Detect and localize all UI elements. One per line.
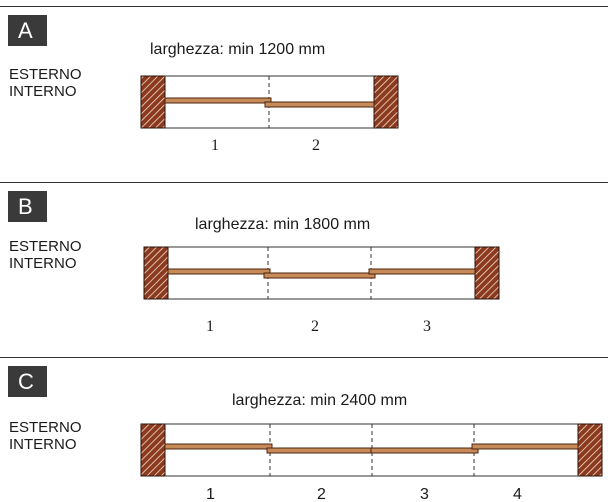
wall-left-b	[143, 246, 169, 300]
section-b-rule	[0, 182, 608, 183]
section-b-width-label: larghezza: min 1800 mm	[195, 216, 371, 233]
section-c-rule	[0, 357, 608, 358]
panel-number-a-1: 1	[211, 137, 219, 154]
wall-right-b	[474, 246, 500, 300]
panel-number-c-2: 2	[317, 486, 326, 502]
section-b-exterior-label: ESTERNO	[9, 238, 82, 255]
panel-number-a-2: 2	[312, 137, 320, 154]
wall-left-c	[140, 423, 166, 477]
section-a-badge: A	[8, 15, 47, 46]
section-a-width-label: larghezza: min 1200 mm	[150, 41, 326, 58]
sash-a-1	[164, 97, 272, 104]
sash-c-4	[471, 443, 579, 450]
section-c-width-label: larghezza: min 2400 mm	[232, 392, 408, 409]
section-a-rule	[0, 6, 608, 7]
section-b-interior-label: INTERNO	[9, 255, 77, 272]
section-c-exterior-label: ESTERNO	[9, 419, 82, 436]
panel-number-b-2: 2	[311, 318, 319, 335]
diagram-c: 1 2 3 4	[140, 423, 603, 502]
diagram-b: 1 2 3	[143, 246, 500, 335]
wall-right-c	[577, 423, 603, 477]
sash-b-1	[167, 268, 271, 275]
sash-b-2	[263, 272, 376, 279]
sash-c-2	[266, 447, 374, 454]
section-c-interior-label: INTERNO	[9, 436, 77, 453]
sash-b-3	[368, 268, 476, 275]
section-a-interior-label: INTERNO	[9, 83, 77, 100]
sash-c-1	[164, 443, 273, 450]
panel-number-c-4: 4	[513, 486, 522, 502]
panel-number-c-1: 1	[206, 486, 215, 502]
panel-number-c-3: 3	[420, 486, 429, 502]
sash-a-2	[264, 101, 375, 108]
wall-right-a	[373, 75, 399, 129]
diagram-a: 1 2	[140, 75, 399, 154]
section-a-exterior-label: ESTERNO	[9, 66, 82, 83]
section-c-badge: C	[8, 366, 47, 397]
section-b-badge: B	[8, 191, 47, 222]
panel-number-b-3: 3	[423, 318, 431, 335]
panel-number-b-1: 1	[206, 318, 214, 335]
wall-left-a	[140, 75, 166, 129]
sash-c-3	[370, 447, 479, 454]
